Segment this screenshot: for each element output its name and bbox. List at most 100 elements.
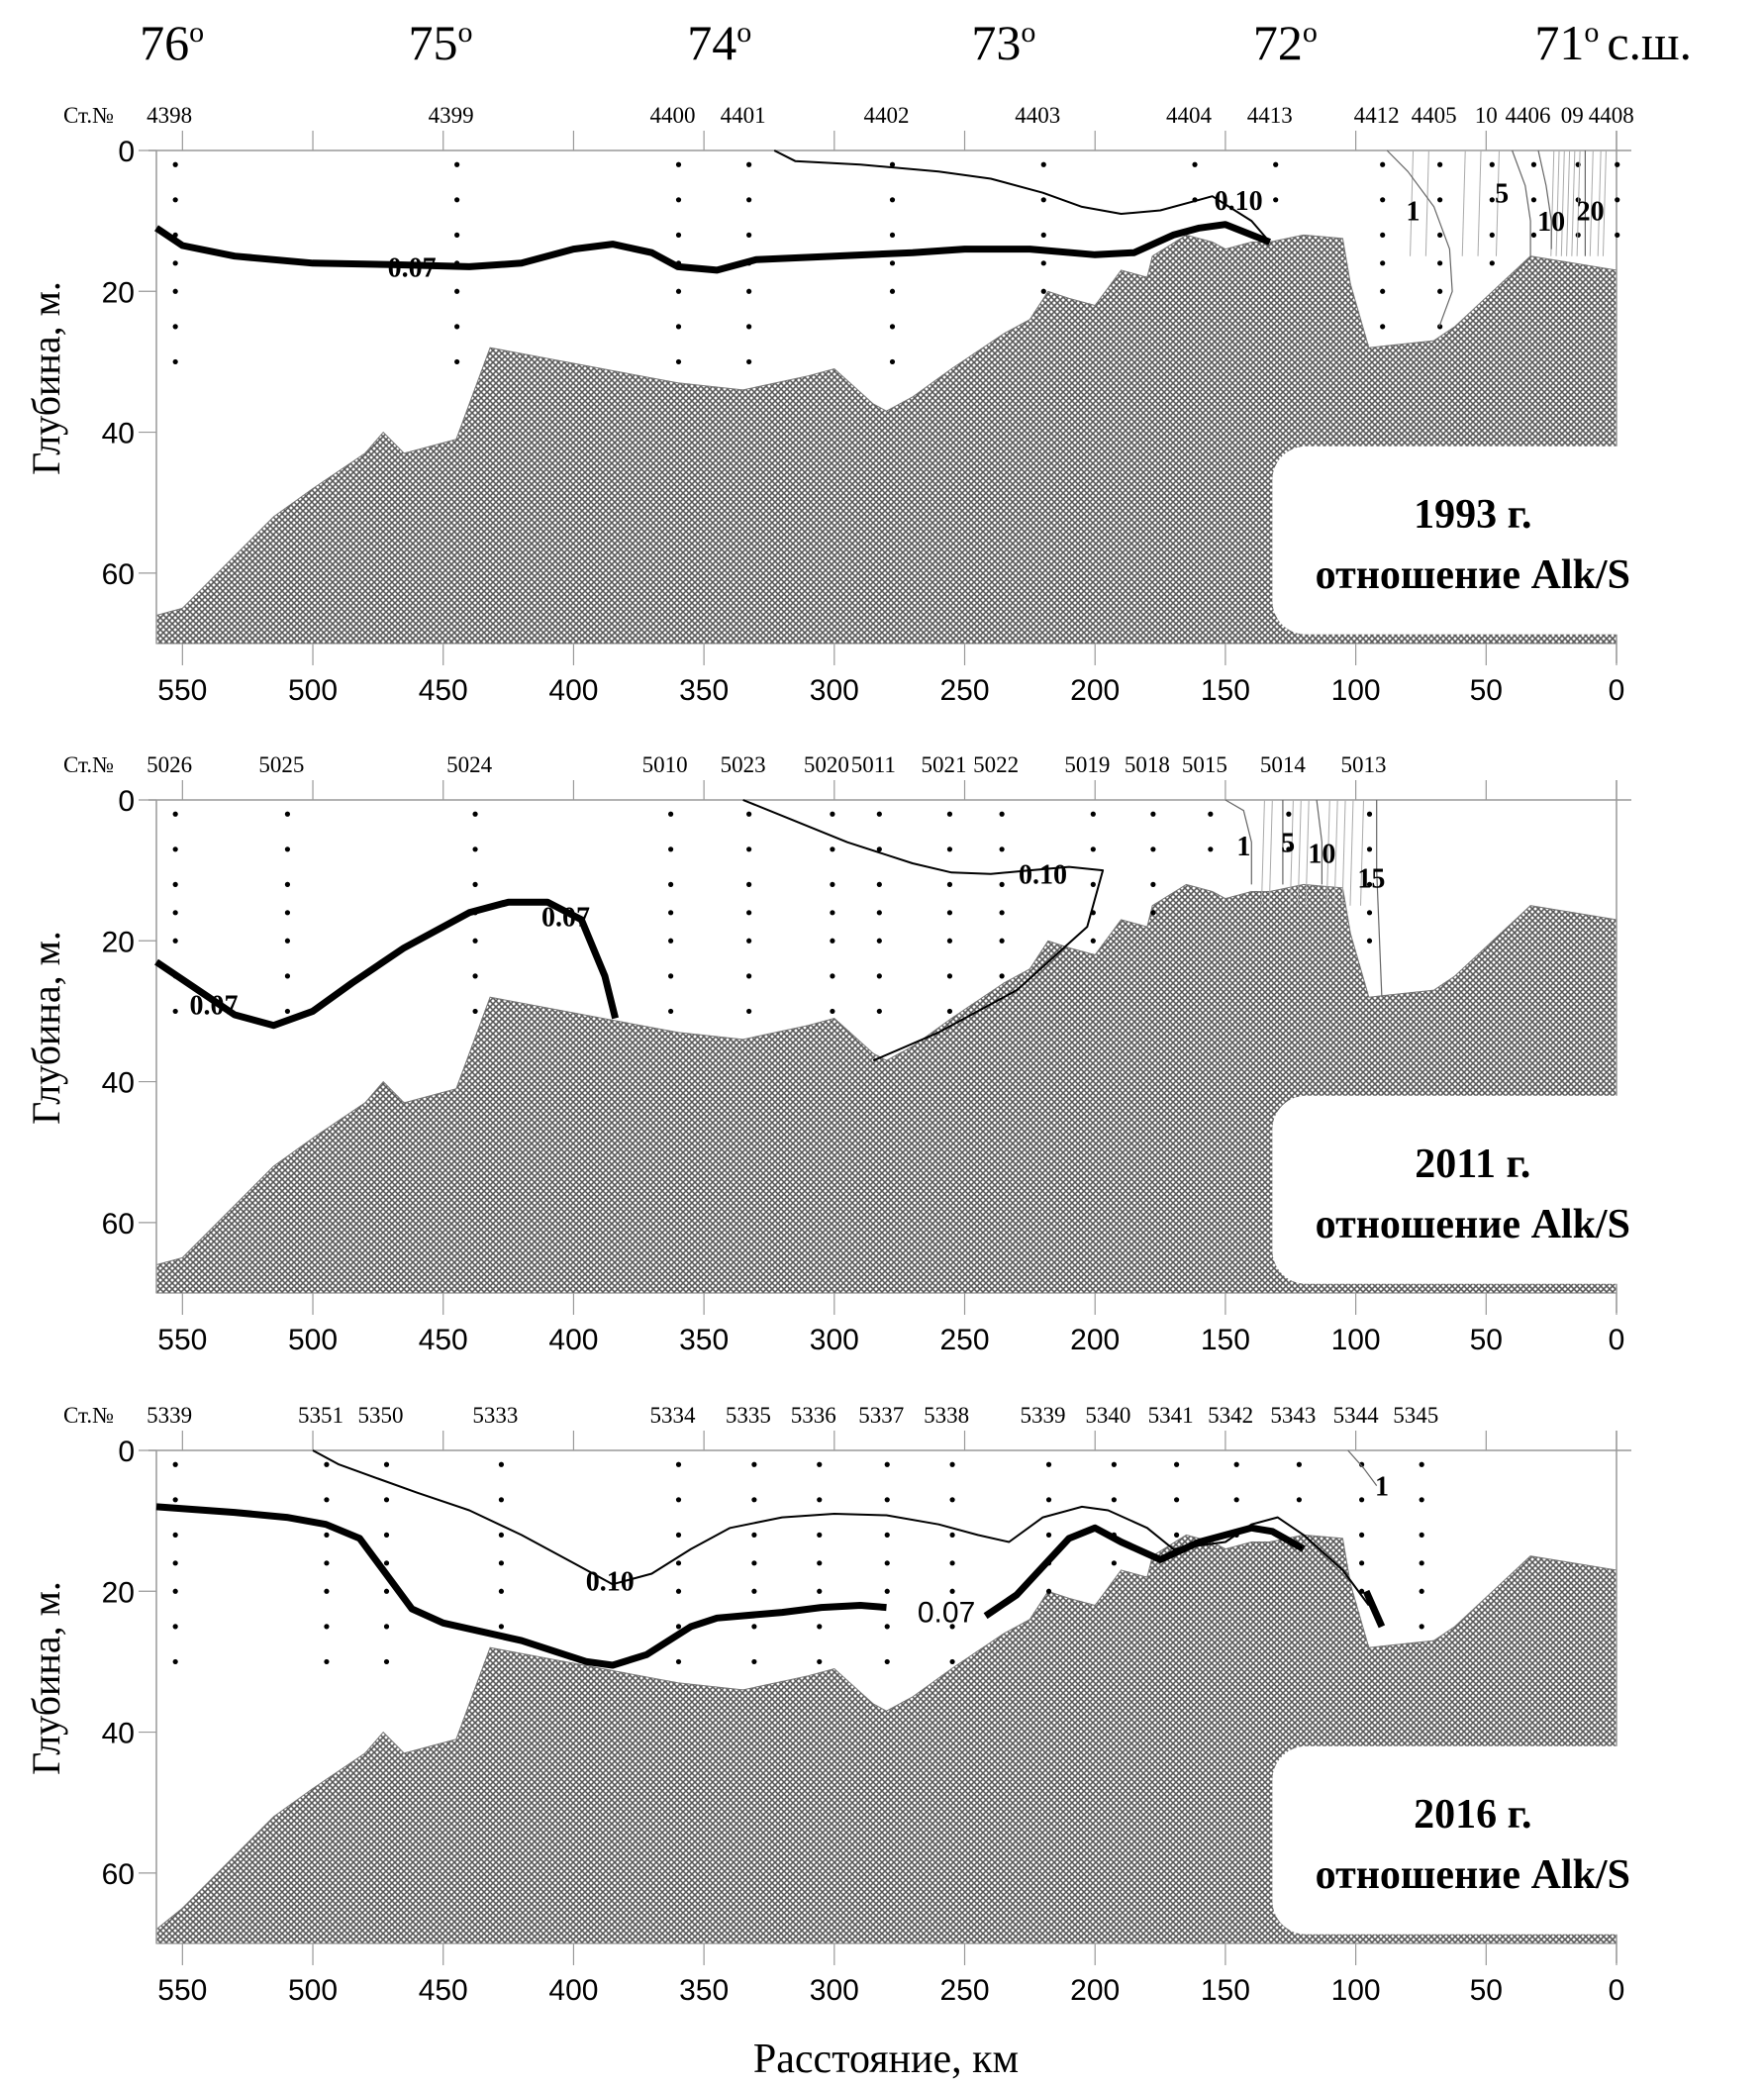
latitude-label: 72o xyxy=(1253,15,1318,70)
sample-point xyxy=(746,197,752,203)
sample-point xyxy=(383,1658,390,1665)
x-tick-label: 500 xyxy=(288,1974,338,2007)
sample-point xyxy=(1366,846,1373,852)
sample-point xyxy=(172,1532,178,1538)
x-tick-label: 100 xyxy=(1331,1324,1381,1356)
x-tick-label: 350 xyxy=(679,1324,729,1356)
panel-year: 1993 г. xyxy=(1414,492,1531,538)
sample-point xyxy=(383,1532,390,1538)
sample-point xyxy=(172,161,178,167)
sample-point xyxy=(830,973,835,979)
sample-point xyxy=(498,1461,505,1467)
sample-point xyxy=(675,324,682,330)
sample-point xyxy=(884,1532,890,1538)
sample-point xyxy=(172,288,178,294)
sample-point xyxy=(454,161,460,167)
sample-point xyxy=(1419,1588,1424,1594)
sample-point xyxy=(751,1588,757,1594)
sample-point xyxy=(946,910,953,916)
x-tick-label: 200 xyxy=(1070,674,1120,707)
station-label: 5025 xyxy=(258,752,304,777)
sample-point xyxy=(324,1658,330,1665)
sample-point xyxy=(949,1532,955,1538)
contour-label: 0.10 xyxy=(586,1567,635,1598)
sample-point xyxy=(1419,1532,1424,1538)
x-tick-label: 50 xyxy=(1470,1324,1503,1356)
sample-point xyxy=(324,1497,330,1503)
sample-point xyxy=(1419,1624,1424,1630)
x-tick-label: 0 xyxy=(1609,1974,1625,2007)
contour-0-10 xyxy=(773,149,1271,244)
y-tick-label: 20 xyxy=(102,276,135,309)
station-label: 5011 xyxy=(851,752,896,777)
degree-symbol: o xyxy=(1303,16,1318,49)
station-label: 5020 xyxy=(804,752,849,777)
contour-0-10 xyxy=(312,1449,1370,1607)
sample-point xyxy=(817,1560,823,1566)
contour-label: 1 xyxy=(1407,196,1421,227)
sample-point xyxy=(884,1497,890,1503)
station-label: 09 xyxy=(1561,103,1584,128)
station-label: 5021 xyxy=(921,752,966,777)
x-tick-label: 100 xyxy=(1331,1974,1381,2007)
sample-point xyxy=(1173,1497,1180,1503)
x-tick-label: 0 xyxy=(1609,674,1625,707)
station-prefix: Ст.№ xyxy=(63,1403,114,1428)
sample-point xyxy=(830,846,835,852)
x-tick-label: 450 xyxy=(419,1324,468,1356)
sample-point xyxy=(1286,846,1292,852)
sample-point xyxy=(1045,1588,1052,1594)
x-tick-label: 500 xyxy=(288,1324,338,1356)
sample-point xyxy=(999,881,1005,887)
sample-point xyxy=(172,811,178,817)
latitude-degree: 73 xyxy=(971,15,1021,70)
sample-point xyxy=(1366,811,1373,817)
station-label: 4405 xyxy=(1412,103,1457,128)
station-label: 4406 xyxy=(1505,103,1550,128)
sample-point xyxy=(1380,161,1386,167)
sample-point xyxy=(284,973,291,979)
sample-point xyxy=(1150,811,1156,817)
sample-point xyxy=(830,881,835,887)
sample-point xyxy=(746,288,752,294)
x-tick-label: 200 xyxy=(1070,1324,1120,1356)
isoline-hair xyxy=(1424,149,1429,256)
contour-label: 0.10 xyxy=(1215,186,1263,217)
x-tick-label: 250 xyxy=(939,1324,989,1356)
isoline-hair xyxy=(1495,149,1500,256)
sample-point xyxy=(946,846,953,852)
y-tick-label: 40 xyxy=(102,418,135,450)
sample-point xyxy=(817,1532,823,1538)
x-tick-label: 400 xyxy=(548,1324,598,1356)
latitude-label: 71o с.ш. xyxy=(1534,15,1692,70)
sample-point xyxy=(454,324,460,330)
sample-point xyxy=(284,881,291,887)
sample-point xyxy=(889,324,896,330)
sample-point xyxy=(1380,260,1386,266)
sample-point xyxy=(1437,197,1443,203)
contour-0-07 xyxy=(154,221,1271,274)
sample-point xyxy=(1150,881,1156,887)
sample-point xyxy=(746,161,752,167)
sample-point xyxy=(324,1624,330,1630)
sample-point xyxy=(1233,1461,1239,1467)
sample-point xyxy=(498,1560,505,1566)
latitude-degree: 76 xyxy=(140,15,189,70)
x-tick-label: 50 xyxy=(1470,674,1503,707)
sample-point xyxy=(1040,232,1046,238)
isoline-hair xyxy=(1560,149,1565,256)
sample-point xyxy=(172,881,178,887)
contour-label: 10 xyxy=(1537,207,1565,238)
station-label: 5344 xyxy=(1333,1403,1380,1428)
y-tick-label: 20 xyxy=(102,926,135,958)
sample-point xyxy=(675,197,682,203)
sample-point xyxy=(1045,1461,1052,1467)
sample-point xyxy=(876,973,882,979)
sample-point xyxy=(889,197,896,203)
contour-label: 0.07 xyxy=(918,1597,975,1630)
isoline-hair xyxy=(1602,149,1607,256)
station-label: 4404 xyxy=(1166,103,1213,128)
sample-point xyxy=(1359,1461,1365,1467)
station-label: 5335 xyxy=(726,1403,771,1428)
